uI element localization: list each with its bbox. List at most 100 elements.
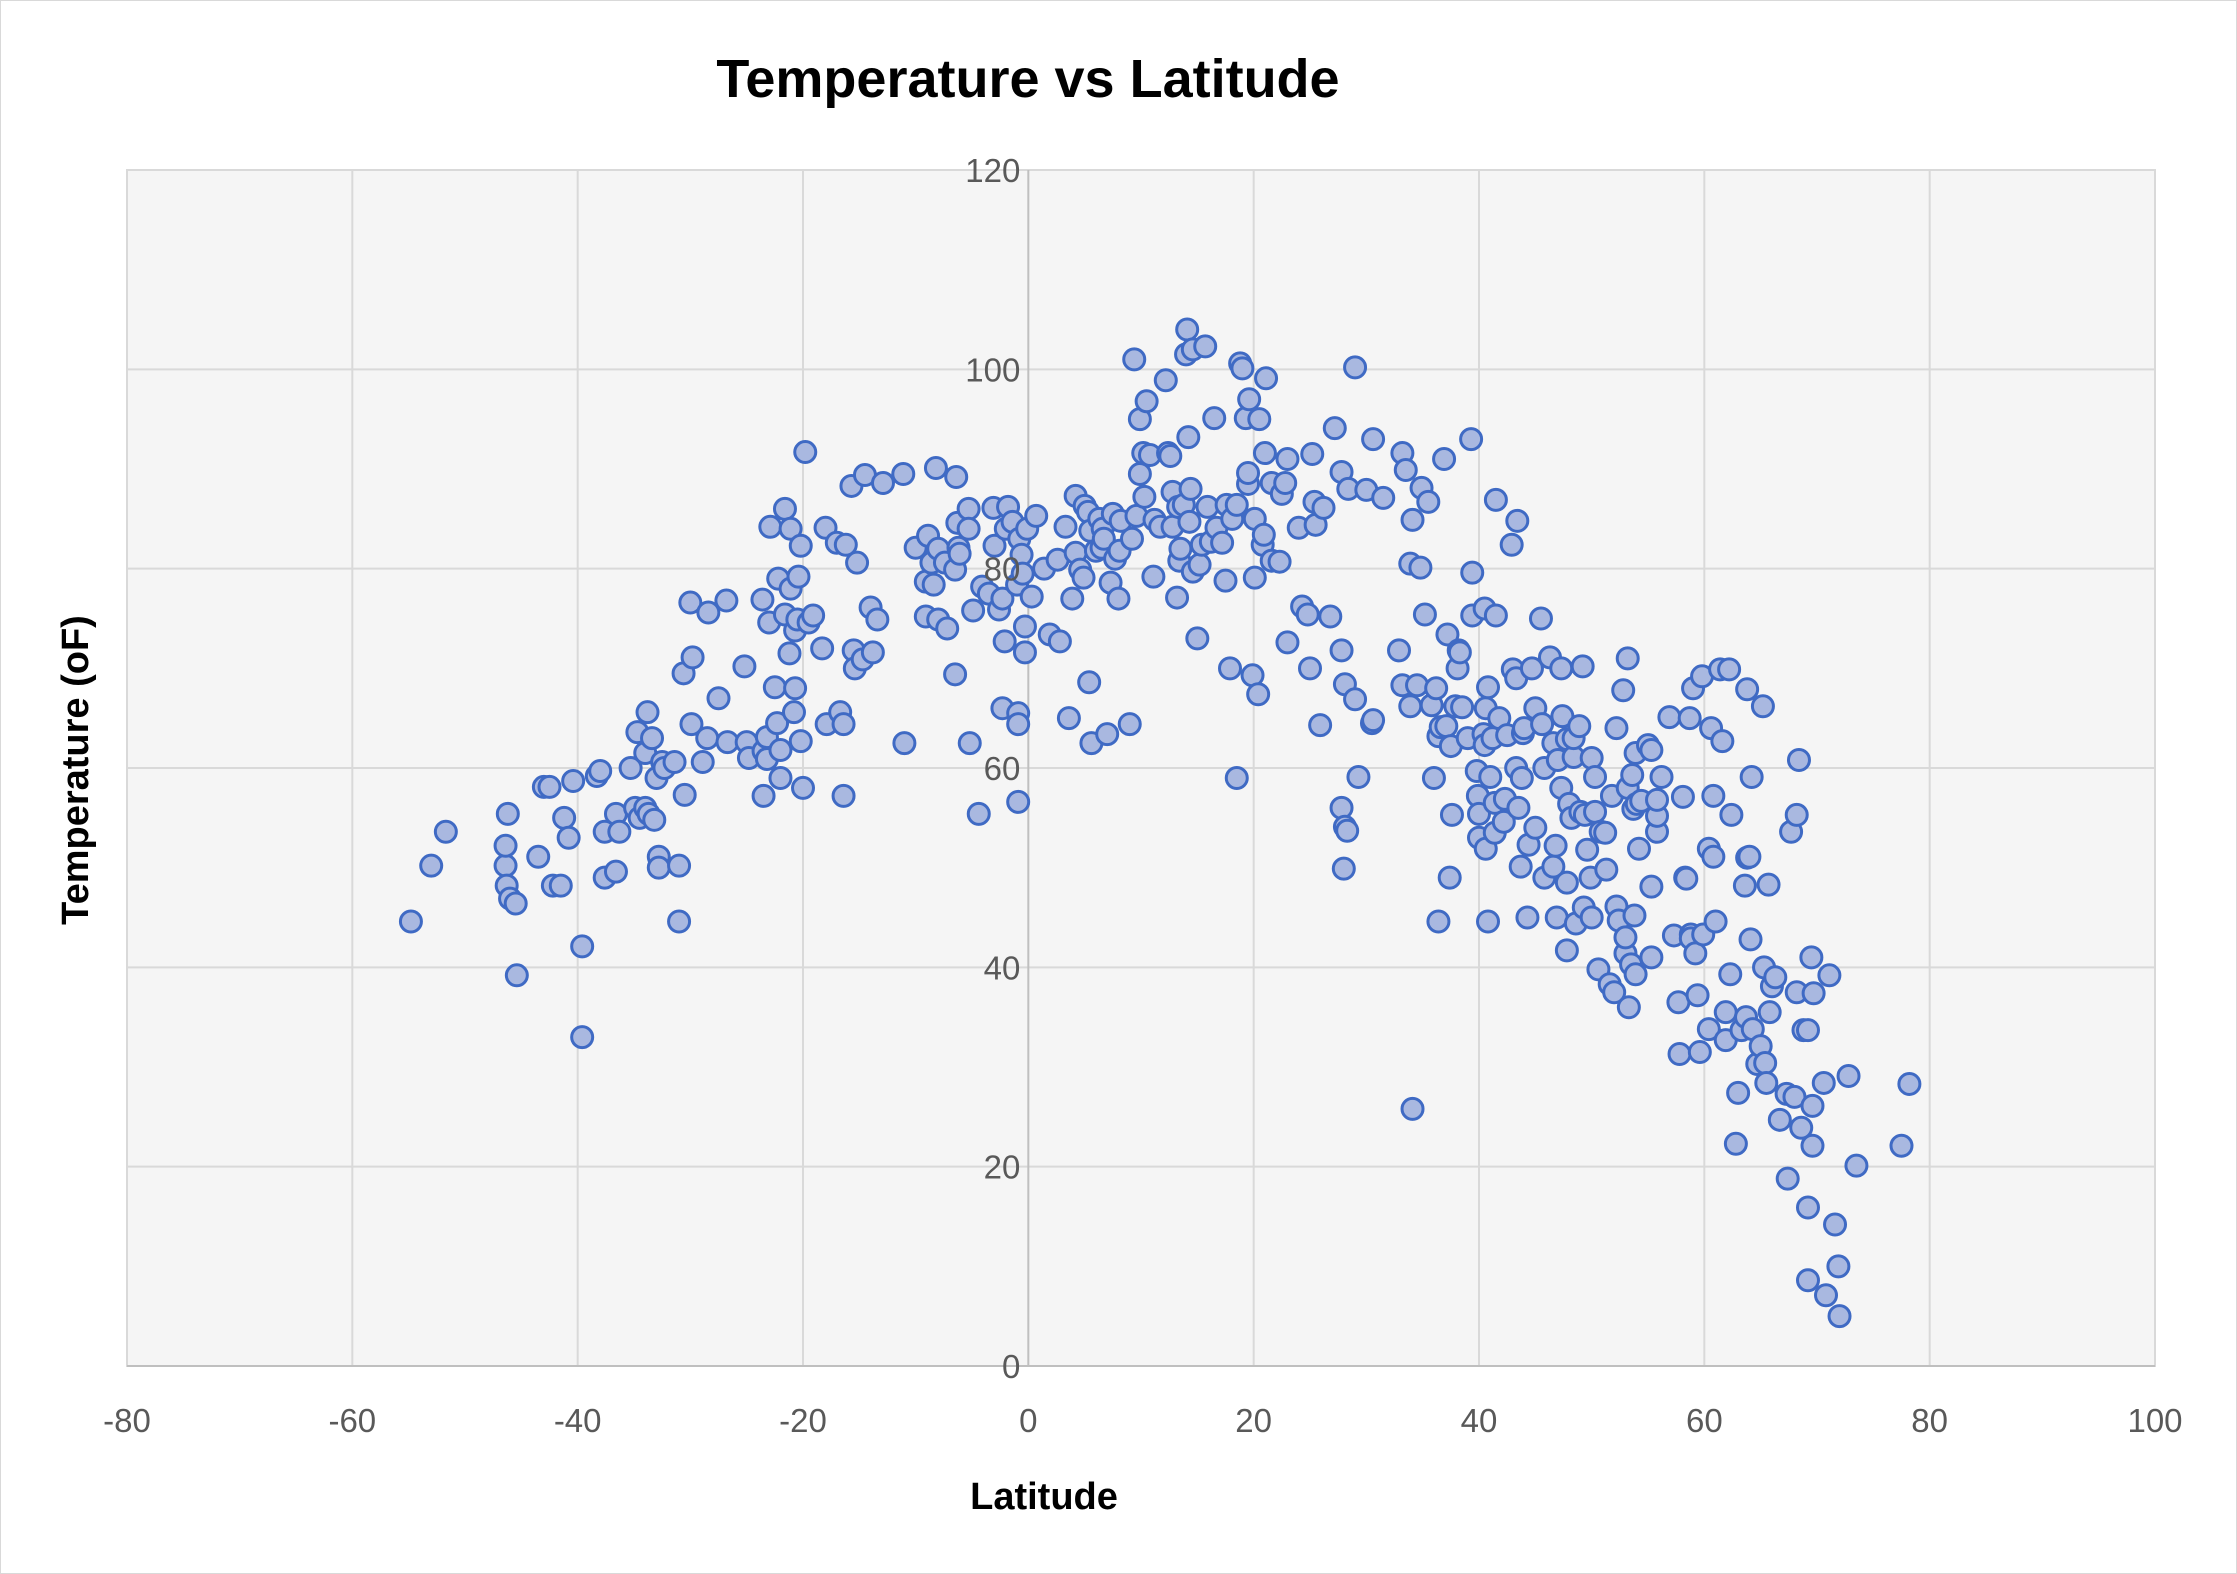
data-point — [1252, 441, 1277, 466]
data-point — [1275, 630, 1300, 655]
data-point — [1795, 1195, 1820, 1220]
data-point — [1515, 905, 1540, 930]
data-point — [1273, 470, 1298, 495]
data-point — [1826, 1254, 1851, 1279]
data-point — [504, 963, 529, 988]
data-point — [1398, 694, 1423, 719]
data-point — [1210, 530, 1235, 555]
data-point — [552, 805, 577, 830]
data-point — [1119, 526, 1144, 551]
x-tick-label: -60 — [328, 1402, 376, 1439]
data-point — [1775, 1166, 1800, 1191]
data-point — [1056, 706, 1081, 731]
data-point — [765, 711, 790, 736]
data-point — [642, 807, 667, 832]
data-point — [892, 731, 917, 756]
data-point — [1343, 687, 1368, 712]
data-point — [1117, 712, 1142, 737]
data-point — [1739, 764, 1764, 789]
data-point — [1491, 809, 1516, 834]
data-point — [1719, 802, 1744, 827]
data-point — [1091, 526, 1116, 551]
data-point — [1701, 783, 1726, 808]
data-point — [618, 756, 643, 780]
data-point — [1579, 746, 1604, 771]
data-point — [1224, 492, 1249, 517]
data-point — [1412, 602, 1437, 627]
data-point — [786, 564, 811, 589]
data-point — [1459, 427, 1484, 452]
data-point — [1750, 694, 1775, 719]
data-point — [561, 768, 586, 793]
data-point — [1421, 765, 1446, 790]
y-tick-labels: 0 20 40 60 80 100 120 — [965, 152, 1020, 1385]
data-point — [635, 700, 660, 725]
data-point — [1478, 764, 1503, 789]
data-point — [1400, 507, 1425, 532]
data-point — [751, 783, 776, 808]
data-point — [678, 590, 703, 615]
data-point — [1251, 522, 1276, 547]
data-point — [1153, 368, 1178, 393]
data-point — [845, 550, 870, 575]
data-point — [1483, 603, 1508, 628]
y-tick-label: 40 — [984, 949, 1021, 986]
data-point — [1897, 1071, 1922, 1096]
data-point — [865, 607, 890, 632]
y-tick-label: 20 — [984, 1149, 1021, 1186]
data-point — [1300, 442, 1325, 467]
data-point — [1505, 508, 1530, 533]
data-point — [1639, 738, 1664, 763]
data-point — [1329, 638, 1354, 663]
data-point — [570, 934, 595, 959]
data-point — [1476, 909, 1501, 934]
data-point — [1077, 670, 1102, 695]
data-point — [1717, 657, 1742, 682]
data-point — [1424, 676, 1449, 701]
data-point — [1437, 865, 1462, 890]
data-point — [1187, 552, 1212, 577]
data-point — [1141, 564, 1166, 589]
data-point — [791, 775, 815, 800]
data-point — [1543, 833, 1568, 858]
data-point — [1176, 425, 1201, 450]
data-point — [1400, 1096, 1425, 1121]
data-point — [1213, 568, 1238, 593]
data-point — [982, 533, 1007, 558]
data-point — [1645, 787, 1670, 812]
data-point — [1567, 714, 1592, 739]
data-point — [398, 909, 423, 934]
data-point — [1800, 1133, 1825, 1158]
data-point — [1012, 640, 1037, 665]
data-point — [750, 587, 775, 612]
x-tick-label: 20 — [1235, 1402, 1272, 1439]
data-point — [1604, 716, 1629, 741]
data-point — [1006, 712, 1031, 737]
data-point — [1667, 1042, 1692, 1067]
data-point — [1570, 654, 1595, 679]
y-tick-label: 120 — [965, 152, 1020, 189]
data-point — [944, 464, 969, 489]
data-point — [1408, 555, 1433, 580]
x-tick-label: 80 — [1911, 1402, 1948, 1439]
data-point — [788, 533, 813, 558]
chart-title: Temperature vs Latitude — [716, 49, 1339, 109]
data-point — [1024, 503, 1049, 528]
data-point — [1723, 1131, 1748, 1156]
data-point — [1657, 705, 1682, 730]
data-point — [1713, 1000, 1738, 1025]
data-point — [588, 758, 613, 783]
data-point — [1426, 909, 1451, 934]
data-point — [1687, 1040, 1712, 1065]
data-point — [1817, 963, 1842, 988]
data-point — [1416, 489, 1441, 514]
data-point — [1701, 844, 1726, 869]
data-point — [1756, 872, 1781, 897]
data-point — [1786, 748, 1811, 773]
data-point — [537, 774, 562, 799]
data-point — [788, 729, 813, 754]
data-point — [1499, 532, 1524, 557]
data-point — [672, 782, 697, 807]
data-point — [1450, 695, 1475, 720]
data-point — [1613, 925, 1638, 950]
